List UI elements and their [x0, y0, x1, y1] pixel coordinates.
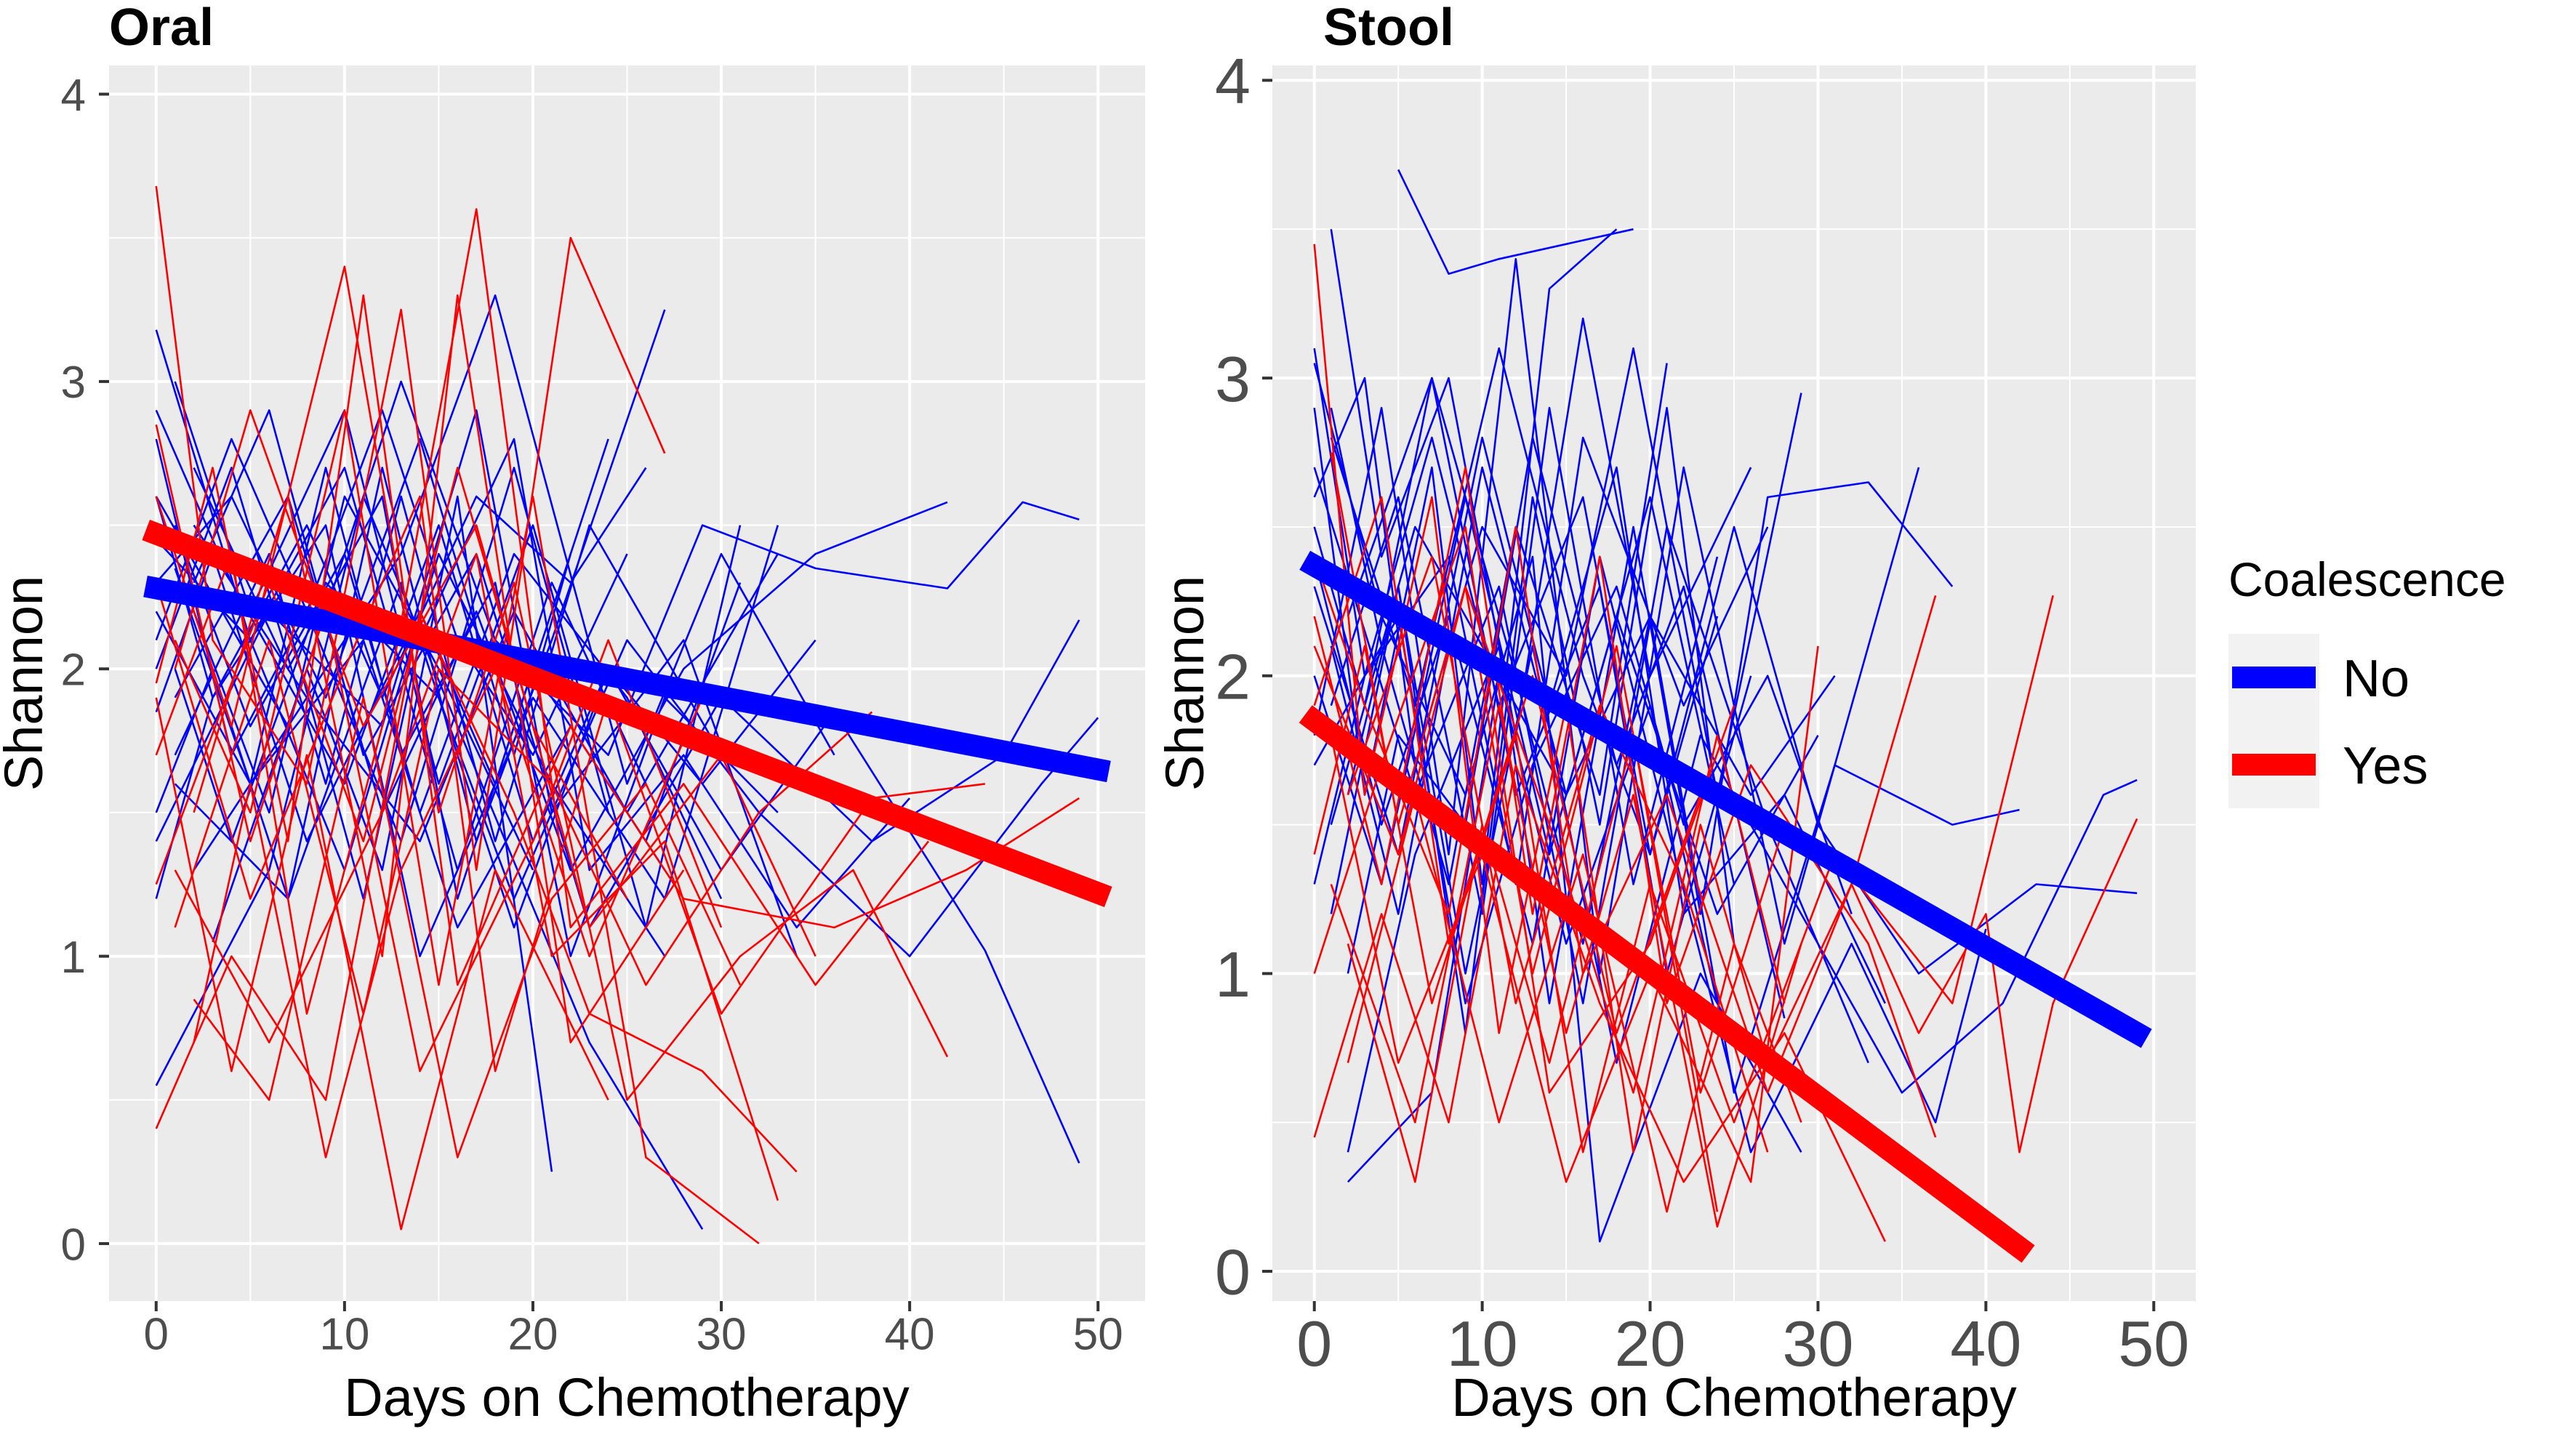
- oral-y-axis-title: Shannon: [0, 576, 54, 791]
- stool-x-tick-label: 40: [1950, 1308, 2021, 1380]
- stool-y-tick-label: 2: [1215, 640, 1251, 712]
- stool-x-tick-label: 30: [1783, 1308, 1854, 1380]
- stool-title: Stool: [1323, 0, 1454, 57]
- oral-trajectory-no: [155, 467, 647, 699]
- oral-trajectory-yes: [155, 467, 628, 900]
- oral-trajectory-yes: [174, 639, 873, 1015]
- oral-y-tick-label: 3: [61, 358, 86, 408]
- stool-y-tick-label: 1: [1215, 938, 1251, 1010]
- oral-trajectory-yes: [155, 185, 666, 872]
- stool-trajectory-no: [1347, 481, 1954, 1153]
- stool-x-tick-label: 20: [1615, 1308, 1686, 1380]
- stool-trajectory-yes: [1313, 496, 1702, 1034]
- oral-trajectory-no: [155, 539, 666, 957]
- oral-panel: Oral 0 10 20 30 40 50 0 1 2 3 4 Days on Chemothera…: [0, 0, 1145, 1428]
- oral-y-tick-label: 4: [61, 71, 86, 121]
- oral-trajectory-yes: [155, 697, 609, 1231]
- oral-trajectory-yes: [155, 294, 1080, 986]
- oral-trendlines: [142, 520, 1112, 907]
- stool-trajectory-no: [1347, 436, 1786, 1019]
- oral-trajectory-yes: [174, 552, 779, 1201]
- stool-trajectory-yes: [1313, 526, 1736, 1094]
- legend-key-background: [2228, 634, 2319, 808]
- stool-y-tick-label: 3: [1215, 343, 1251, 415]
- oral-trend-line-yes: [142, 520, 1112, 907]
- stool-trajectory-yes: [1347, 555, 1769, 1153]
- stool-axes: 0 10 20 30 40 50 0 1 2 3 4: [1215, 45, 2189, 1380]
- oral-y-tick-label: 1: [61, 933, 86, 983]
- legend: Coalescence No Yes: [2228, 552, 2506, 808]
- oral-y-tick-label: 2: [61, 645, 86, 696]
- stool-trajectory-no: [1347, 585, 2138, 1094]
- oral-trajectory-no: [193, 495, 534, 871]
- oral-trend-line-no: [143, 575, 1111, 783]
- stool-y-tick-label: 4: [1215, 45, 1251, 117]
- stool-trajectory-yes: [1330, 704, 1802, 1228]
- stool-x-tick-label: 50: [2118, 1308, 2189, 1380]
- stool-trajectory-yes: [1313, 595, 2054, 1154]
- stool-trajectory-no: [1330, 496, 1736, 885]
- oral-axes: 0 10 20 30 40 50 0 1 2 3 4: [61, 71, 1123, 1360]
- oral-trajectory-yes: [174, 409, 760, 1244]
- oral-x-tick-label: 50: [1073, 1310, 1123, 1360]
- oral-trajectory-no: [174, 581, 1099, 957]
- legend-label-no: No: [2343, 650, 2410, 708]
- stool-trend-line-yes: [1299, 705, 2035, 1263]
- oral-trajectory-yes: [155, 424, 723, 1072]
- oral-trajectory-no: [155, 409, 628, 757]
- stool-trendlines: [1299, 550, 2152, 1263]
- stool-trajectory-no: [1397, 169, 1634, 275]
- stool-y-tick-label: 0: [1215, 1236, 1251, 1308]
- stool-trajectory-no: [1313, 228, 1618, 885]
- legend-label-yes: Yes: [2343, 737, 2428, 795]
- oral-title: Oral: [109, 0, 214, 57]
- stool-trajectory-yes: [1313, 466, 1937, 1138]
- oral-x-tick-label: 40: [885, 1310, 935, 1360]
- stool-x-axis-title: Days on Chemotherapy: [1451, 1367, 2016, 1428]
- stool-trajectory-yes: [1347, 734, 1719, 1212]
- oral-x-tick-label: 20: [507, 1310, 558, 1360]
- stool-trajectory-yes: [1313, 585, 1786, 1094]
- stool-x-tick-label: 10: [1447, 1308, 1518, 1380]
- oral-x-tick-label: 0: [144, 1310, 169, 1360]
- stool-y-axis-title: Shannon: [1155, 576, 1215, 791]
- oral-y-tick-label: 0: [61, 1220, 86, 1270]
- oral-x-tick-label: 10: [319, 1310, 369, 1360]
- stool-trajectory-yes: [1313, 526, 2138, 1154]
- oral-trajectory-yes: [193, 667, 704, 1159]
- stool-trajectory-no: [1313, 257, 1920, 975]
- stool-panel: Stool 0 10 20 30 40 50 0 1 2 3 4 Days on Chemother…: [1155, 0, 2196, 1428]
- oral-x-tick-label: 30: [697, 1310, 747, 1360]
- oral-trajectory-yes: [193, 696, 742, 1159]
- oral-trajectory-yes: [155, 495, 985, 1072]
- oral-trajectory-yes: [155, 208, 930, 1015]
- oral-x-axis-title: Days on Chemotherapy: [344, 1367, 909, 1428]
- oral-trajectory-yes: [155, 610, 798, 1172]
- oral-trajectory-no: [155, 467, 723, 842]
- legend-title: Coalescence: [2228, 552, 2506, 606]
- stool-trend-line-no: [1299, 550, 2152, 1048]
- stool-trajectory-no: [1313, 377, 1836, 945]
- stool-trajectory-yes: [1330, 645, 1819, 1183]
- stool-x-tick-label: 0: [1296, 1308, 1332, 1380]
